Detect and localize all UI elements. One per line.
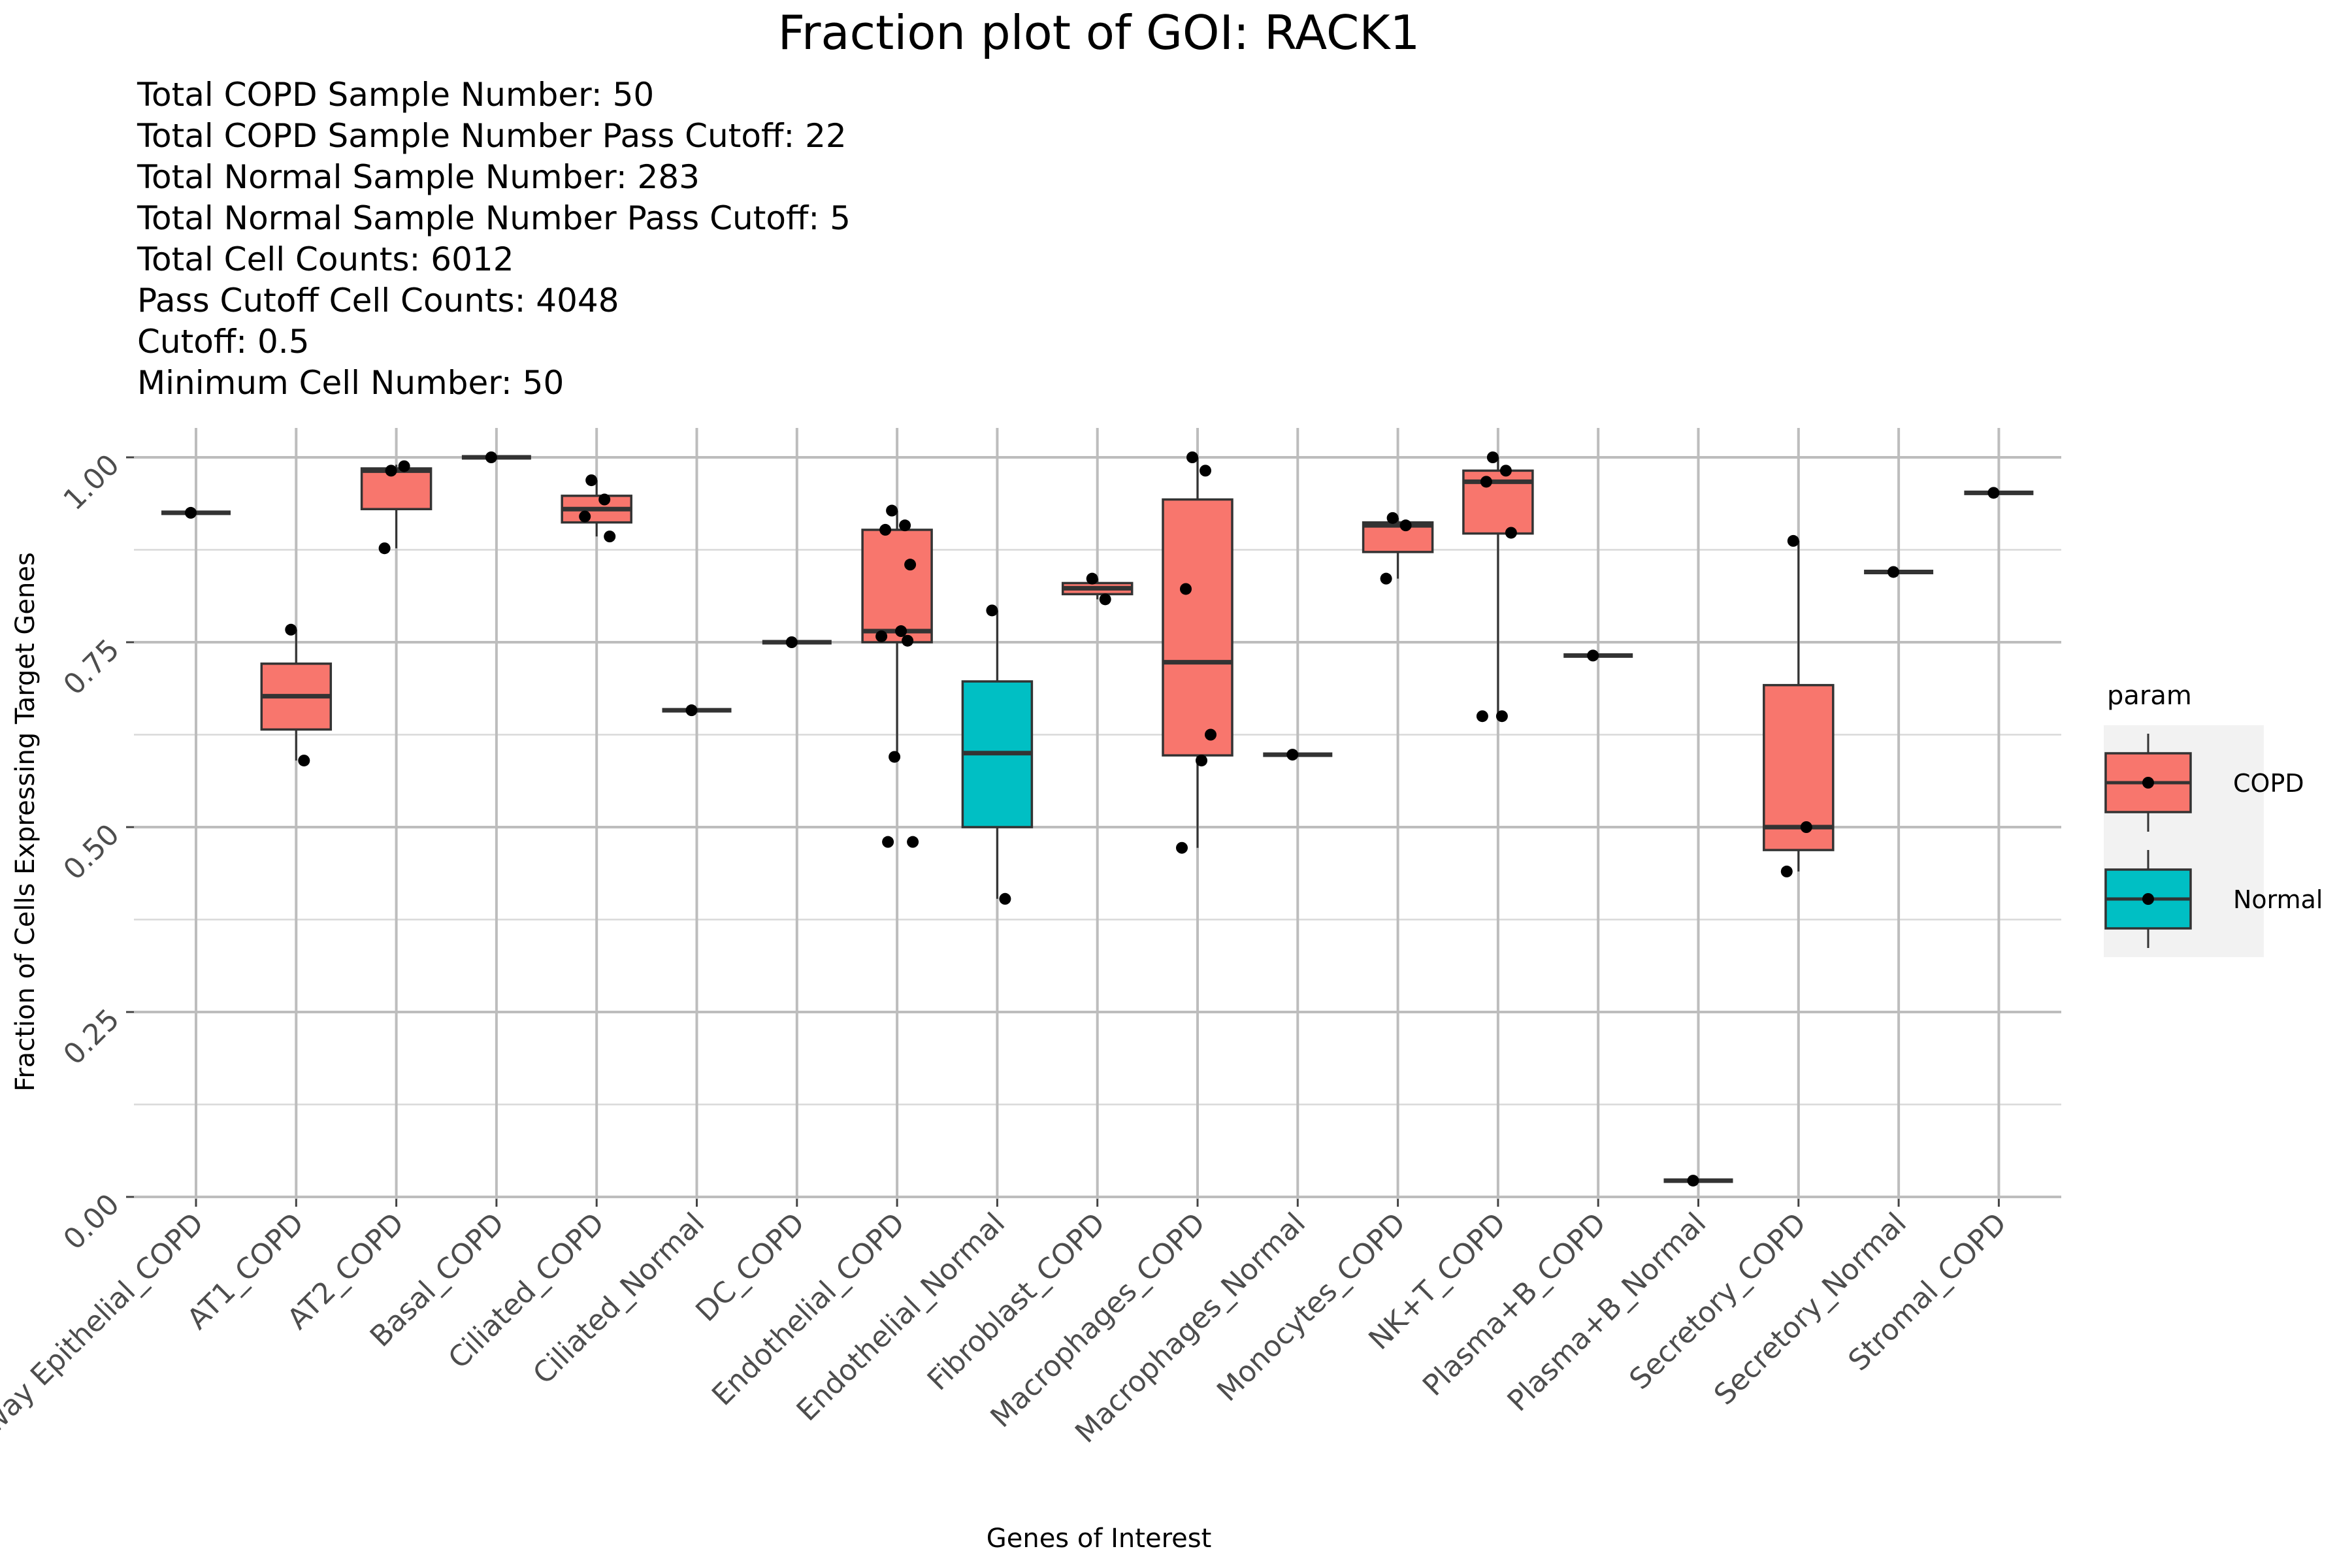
data-point xyxy=(875,630,888,642)
subtitle-line: Total Normal Sample Number: 283 xyxy=(137,158,700,196)
data-point xyxy=(907,836,919,848)
box-Endothelial_COPD xyxy=(861,510,933,757)
subtitle-line: Pass Cutoff Cell Counts: 4048 xyxy=(137,282,619,319)
y-axis-label: Fraction of Cells Expressing Target Gene… xyxy=(10,552,41,1092)
data-points-layer xyxy=(185,451,2000,1187)
data-point xyxy=(1687,1175,1699,1187)
box-NK+T_COPD xyxy=(1462,457,1534,717)
subtitle-line: Total Normal Sample Number Pass Cutoff: … xyxy=(137,199,851,237)
data-point xyxy=(1486,451,1499,463)
data-point xyxy=(485,451,497,463)
box-body xyxy=(360,467,433,510)
subtitle-line: Cutoff: 0.5 xyxy=(137,323,310,361)
data-point xyxy=(1186,451,1198,463)
legend-title: param xyxy=(2107,681,2192,711)
legend-label: COPD xyxy=(2233,769,2304,798)
data-point xyxy=(1887,566,1900,578)
data-point xyxy=(902,634,914,647)
data-point xyxy=(785,636,798,648)
legend: param COPD Normal xyxy=(2104,681,2323,957)
box-Ciliated_COPD xyxy=(561,480,632,537)
box-plot-layer xyxy=(161,455,2034,1183)
data-point xyxy=(882,836,894,848)
legend-key-point xyxy=(2142,893,2154,905)
data-point xyxy=(1787,534,1799,547)
data-point xyxy=(1780,865,1793,877)
data-point xyxy=(1505,527,1517,539)
chart-title: Fraction plot of GOI: RACK1 xyxy=(778,5,1420,60)
data-point xyxy=(1176,841,1188,854)
data-point xyxy=(1200,465,1211,477)
data-point xyxy=(1480,476,1492,488)
data-point xyxy=(1205,728,1217,741)
data-point xyxy=(385,465,397,477)
data-point xyxy=(904,559,917,571)
box-body xyxy=(1763,683,1835,851)
data-point xyxy=(398,460,410,472)
data-point xyxy=(889,751,901,763)
data-point xyxy=(1495,710,1508,723)
data-point xyxy=(1099,593,1111,606)
data-point xyxy=(899,519,911,532)
box-Secretory_COPD xyxy=(1763,540,1835,872)
box-Monocytes_COPD xyxy=(1362,517,1434,579)
data-point xyxy=(1499,465,1512,477)
box-body xyxy=(1162,498,1233,757)
data-point xyxy=(1386,512,1399,524)
legend-key-copd xyxy=(2104,734,2192,832)
legend-key-point xyxy=(2142,777,2154,789)
data-point xyxy=(585,474,598,487)
data-point xyxy=(285,623,297,636)
box-Endothelial_Normal xyxy=(961,610,1034,899)
data-point xyxy=(895,625,907,638)
data-point xyxy=(1086,572,1098,585)
data-point xyxy=(1380,572,1392,585)
grid-lines xyxy=(134,428,2061,1199)
data-point xyxy=(298,755,310,767)
data-point xyxy=(1476,710,1488,723)
subtitle-line: Total Cell Counts: 6012 xyxy=(137,240,514,278)
legend-key-normal xyxy=(2104,850,2192,948)
data-point xyxy=(986,604,998,617)
subtitle-line: Total COPD Sample Number Pass Cutoff: 22 xyxy=(137,117,847,155)
data-point xyxy=(1196,755,1207,767)
data-point xyxy=(1286,749,1299,761)
box-AT2_COPD xyxy=(360,465,433,549)
box-AT1_COPD xyxy=(260,629,333,761)
data-point xyxy=(1399,519,1412,532)
data-point xyxy=(685,704,698,717)
box-Macrophages_COPD xyxy=(1162,457,1233,848)
data-point xyxy=(879,523,892,536)
x-axis-label: Genes of Interest xyxy=(987,1524,1212,1554)
subtitle-line: Total COPD Sample Number: 50 xyxy=(137,76,654,114)
subtitle-line: Minimum Cell Number: 50 xyxy=(137,364,564,402)
data-point xyxy=(999,892,1011,905)
data-point xyxy=(886,504,898,517)
box-body xyxy=(861,529,933,644)
legend-label: Normal xyxy=(2233,885,2323,914)
box-Fibroblast_COPD xyxy=(1061,578,1134,600)
data-point xyxy=(1587,649,1599,662)
data-point xyxy=(1180,583,1192,595)
data-point xyxy=(604,531,616,543)
data-point xyxy=(1987,487,2000,499)
data-point xyxy=(1800,821,1812,833)
data-point xyxy=(378,542,391,555)
data-point xyxy=(579,510,591,523)
data-point xyxy=(185,506,197,519)
data-point xyxy=(598,493,611,506)
